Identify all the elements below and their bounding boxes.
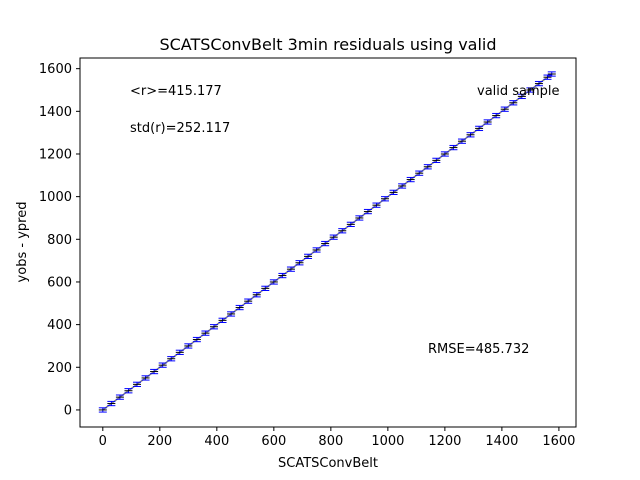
data-point: [338, 228, 347, 234]
data-point: [286, 266, 295, 272]
data-point: [381, 196, 390, 202]
data-point: [483, 119, 492, 125]
data-point: [534, 80, 543, 87]
data-point: [423, 164, 432, 170]
x-axis-label: SCATSConvBelt: [278, 456, 378, 471]
data-point: [141, 375, 150, 381]
data-point: [466, 132, 475, 138]
rmse-annotation: RMSE=485.732: [428, 342, 529, 357]
data-point: [192, 336, 201, 343]
data-point: [269, 279, 278, 285]
data-point: [235, 304, 244, 311]
x-tick-label: 1600: [542, 434, 575, 449]
data-point: [209, 324, 218, 330]
plot-frame: [79, 57, 577, 428]
data-point: [321, 240, 330, 247]
x-axis-ticks: 0 200 400 600 800 1000 1200 1400 1600: [99, 427, 575, 449]
y-tick-label: 1000: [39, 190, 72, 205]
data-point: [492, 112, 501, 119]
data-point: [167, 356, 176, 362]
y-tick-label: 0: [64, 403, 72, 418]
data-point: [415, 170, 424, 176]
data-point: [406, 176, 415, 183]
x-tick-label: 800: [318, 434, 343, 449]
x-tick-label: 1400: [485, 434, 518, 449]
data-point: [175, 349, 184, 355]
data-point: [329, 234, 338, 240]
data-point: [252, 292, 261, 298]
data-point: [244, 298, 253, 304]
data-point: [295, 260, 304, 266]
y-tick-label: 1400: [39, 105, 72, 120]
data-point: [363, 208, 372, 215]
data-point: [201, 330, 210, 336]
y-axis-label: yobs - ypred: [15, 202, 30, 283]
data-point: [98, 407, 107, 413]
data-point: [355, 215, 364, 221]
y-tick-label: 1200: [39, 147, 72, 162]
y-axis-ticks: 0 200 400 600 800 1000 1200 1400 1600: [39, 62, 80, 418]
data-point: [449, 144, 458, 151]
data-point: [261, 285, 270, 291]
data-point: [398, 183, 407, 189]
y-tick-label: 200: [47, 361, 72, 376]
chart-title: SCATSConvBelt 3min residuals using valid: [159, 35, 496, 54]
data-point: [372, 202, 381, 208]
y-tick-label: 400: [47, 318, 72, 333]
data-point: [543, 74, 552, 80]
data-point: [158, 362, 167, 368]
plot-area: [98, 71, 556, 413]
data-point: [526, 87, 535, 93]
y-tick-label: 800: [47, 233, 72, 248]
data-point: [517, 93, 526, 100]
data-point: [107, 400, 116, 407]
x-tick-label: 200: [147, 434, 172, 449]
data-point: [346, 221, 355, 228]
data-point: [133, 381, 142, 387]
data-point: [184, 343, 193, 349]
data-point: [124, 388, 133, 394]
y-tick-label: 600: [47, 275, 72, 290]
x-tick-label: 0: [99, 434, 107, 449]
mean-r-annotation: <r>=415.177: [130, 84, 222, 99]
data-point: [304, 253, 313, 259]
data-point: [500, 106, 509, 112]
data-point: [278, 272, 287, 279]
data-point: [457, 138, 466, 144]
data-point: [389, 189, 398, 196]
data-point: [432, 157, 441, 164]
x-tick-label: 600: [261, 434, 286, 449]
data-point: [227, 311, 236, 317]
data-point: [440, 151, 449, 157]
x-tick-label: 1200: [428, 434, 461, 449]
data-point: [547, 71, 556, 77]
data-point: [115, 394, 124, 400]
data-point: [509, 100, 518, 106]
std-r-annotation: std(r)=252.117: [130, 121, 230, 136]
y-tick-label: 1600: [39, 62, 72, 77]
x-tick-label: 1000: [371, 434, 404, 449]
data-point: [475, 125, 484, 132]
data-point: [150, 368, 159, 375]
reference-line: [102, 73, 553, 411]
legend-text: valid sample: [477, 84, 560, 99]
series-valid-sample: [98, 71, 556, 413]
x-tick-label: 400: [204, 434, 229, 449]
data-point: [312, 247, 321, 253]
data-point: [218, 317, 227, 323]
